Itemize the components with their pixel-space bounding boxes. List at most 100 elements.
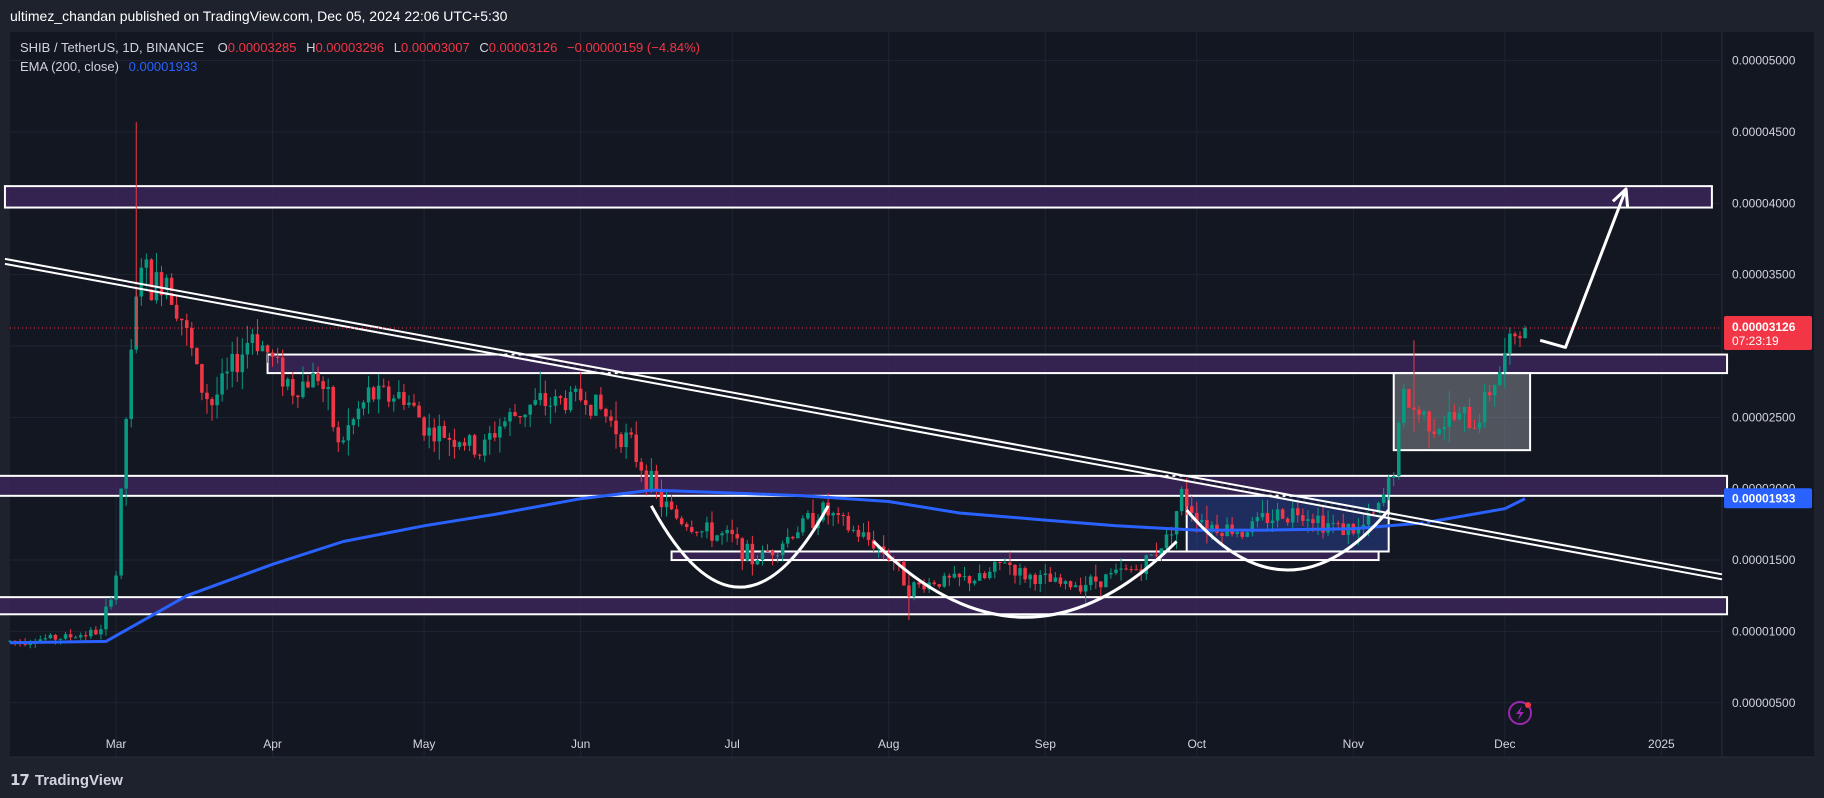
candle [1134,564,1138,571]
candle [1275,502,1280,528]
candle-body [993,562,997,572]
candle-body [528,404,532,415]
candle-body [366,387,371,403]
candle [942,572,947,588]
candle-body [811,513,815,529]
candle-body [583,400,588,405]
candle [705,516,709,539]
candle [725,525,729,542]
candle-body [644,470,649,490]
legend-line-2: EMA (200, close) 0.00001933 [20,59,197,74]
candle [1003,558,1007,564]
candle [129,339,133,428]
candle [119,488,123,580]
arc-right [1185,509,1390,572]
candle-body [58,638,63,640]
candle-body [1371,512,1376,514]
candle-body [225,371,229,374]
candle [1083,576,1088,603]
legend-open-label: O [218,40,228,55]
candle-body [952,573,957,578]
candle [508,408,512,436]
candle-body [296,395,300,398]
candle [755,555,760,566]
candle-body [255,334,260,352]
candle [104,599,108,636]
candle [1402,383,1406,428]
candle-body [1088,576,1093,585]
trendline-upper [4,257,1723,576]
candle-body [397,391,401,399]
candle-body [548,405,553,407]
candle-body [664,501,669,508]
chart-area [10,32,1722,757]
ema-badge-label: 0.00001933 [1732,491,1796,505]
candle [1053,572,1058,583]
candle-body [174,304,179,319]
candle-body [477,454,482,456]
candle [245,325,250,369]
candle [821,500,825,523]
candle-body [755,560,760,565]
candle [619,431,623,454]
candle-body [240,354,245,373]
candle [947,573,952,586]
last-price-label: 0.00003126 [1732,320,1796,334]
candle-body [119,488,123,576]
candle-body [745,543,750,561]
candle-body [785,536,790,544]
candle-body [412,402,416,406]
candle-body [594,394,598,416]
candle [952,565,957,579]
candle-body [457,442,462,447]
candle [993,561,997,579]
candle [48,633,53,640]
candle [932,579,936,586]
time-axis[interactable]: Mar Apr May Jun Jul Aug Sep Oct Nov Dec 2025 [106,737,1675,751]
candle [270,349,275,367]
candle-body [124,418,128,489]
candle [669,494,674,511]
candle [321,376,325,403]
tradingview-logo[interactable]: 17 TradingView [10,770,123,790]
candle-body [846,516,851,531]
candle-body [1296,508,1300,516]
candle [190,321,194,357]
candle [690,520,694,534]
candle [210,397,214,421]
candle [720,530,724,545]
candle-body [1210,524,1214,532]
candle-body [200,364,204,393]
candle [831,511,835,527]
legend-close-value: 0.00003126 [489,40,558,55]
candle-body [1285,518,1290,523]
candle [1154,542,1159,558]
candle-body [578,388,583,401]
candle-body [1316,515,1320,524]
lightning-icon[interactable] [1508,701,1532,725]
candle-body [1513,333,1517,337]
candle-body [791,536,795,539]
candle [740,536,745,570]
arc-left [650,505,830,589]
candle [836,507,840,524]
candle-body [210,399,214,406]
candle-body [1154,554,1159,556]
candle [1296,502,1300,523]
annotations-layer [4,187,1723,619]
candle [1321,504,1325,539]
candle-body [381,385,386,387]
legend-ema-label: EMA (200, close) [20,59,119,74]
candle [78,632,83,640]
candle-body [750,543,755,565]
candle-body [1043,573,1048,576]
candle [871,530,876,552]
candle [1058,573,1063,587]
candle-body [508,412,512,422]
candle-body [230,353,234,372]
candle-body [1038,575,1042,585]
candle-body [205,392,209,400]
candle-body [1134,569,1138,571]
